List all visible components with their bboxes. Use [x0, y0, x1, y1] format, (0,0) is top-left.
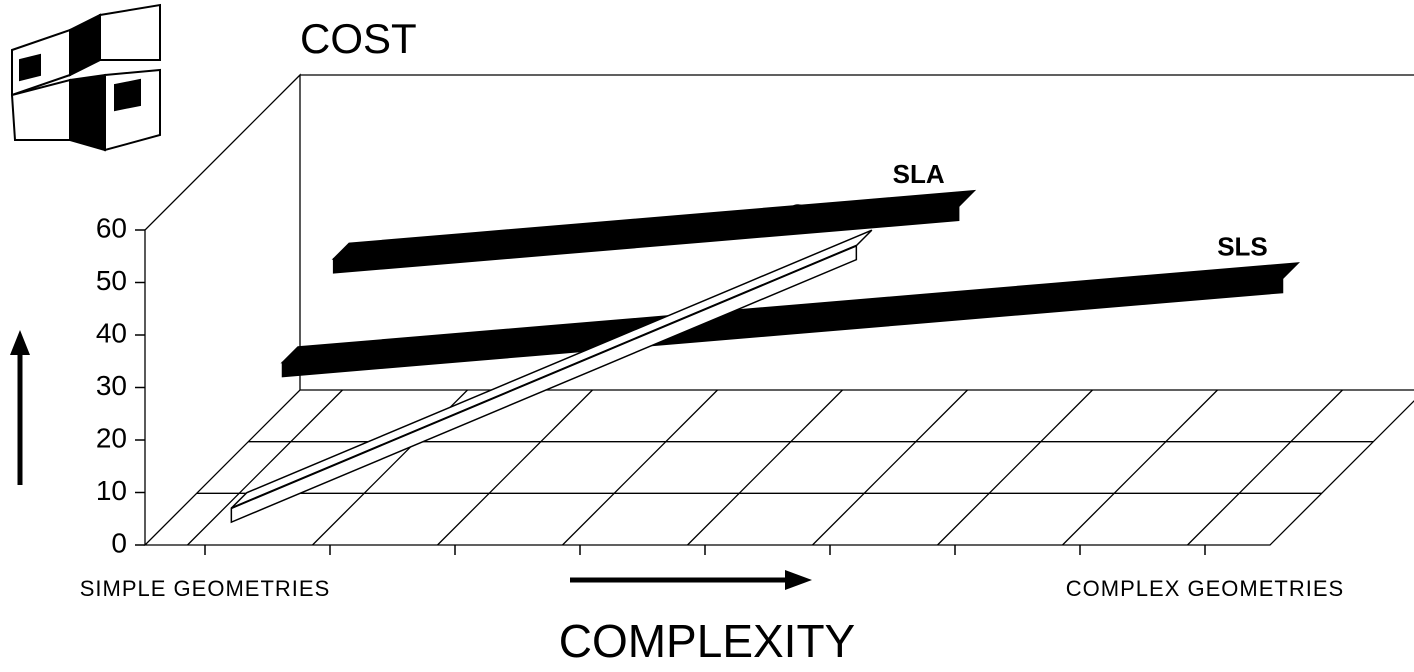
- series-label: SLS: [1217, 231, 1268, 261]
- floor-line: [937, 389, 1093, 546]
- arrows: [10, 330, 812, 590]
- y-tick-label: 0: [111, 527, 127, 558]
- x-tick-label: COMPLEX GEOMETRIES: [1066, 576, 1344, 601]
- y-tick-label: 60: [96, 212, 127, 243]
- ribbon-edge: [281, 277, 1284, 378]
- floor-line: [562, 389, 718, 546]
- line: [333, 205, 959, 260]
- line: [230, 244, 857, 510]
- floor-line: [1062, 389, 1218, 546]
- line: [282, 277, 1283, 364]
- series-label: SLA: [893, 159, 945, 189]
- wall-edge: [144, 73, 301, 545]
- series-label: CNC: [788, 199, 845, 229]
- floor-line: [187, 389, 343, 546]
- y-tick-label: 10: [96, 475, 127, 506]
- floor-line: [687, 389, 843, 546]
- floor-line: [437, 389, 593, 546]
- floor-line: [812, 389, 968, 546]
- y-tick-label: 20: [96, 422, 127, 453]
- y-tick-label: 40: [96, 317, 127, 348]
- x-tick-label: SIMPLE GEOMETRIES: [80, 576, 331, 601]
- chart-title: COST: [300, 15, 417, 62]
- y-tick-label: 50: [96, 265, 127, 296]
- money-icon: [10, 3, 161, 152]
- x-axis-label: COMPLEXITY: [559, 615, 856, 667]
- y-tick-label: 30: [96, 370, 127, 401]
- ribbon-edge: [230, 244, 858, 524]
- floor-line: [1187, 389, 1343, 546]
